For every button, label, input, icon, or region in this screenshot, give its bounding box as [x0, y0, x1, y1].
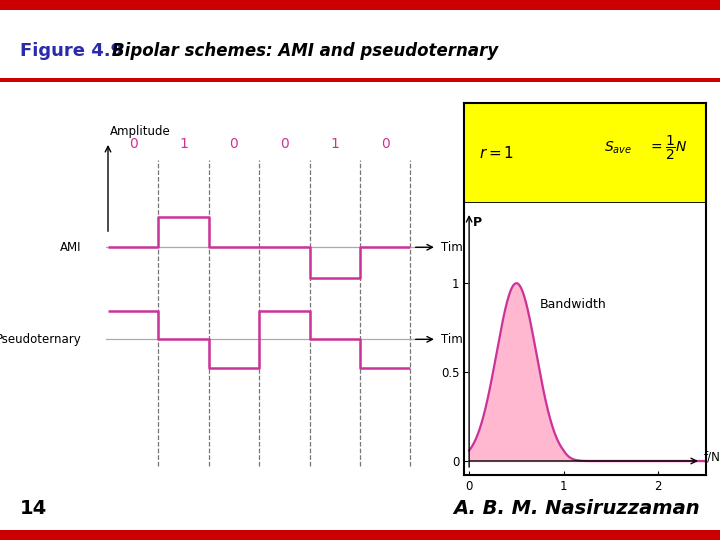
- Text: 0: 0: [129, 137, 138, 151]
- Text: $= \dfrac{1}{2}N$: $= \dfrac{1}{2}N$: [648, 134, 688, 162]
- Text: Bandwidth: Bandwidth: [540, 298, 607, 311]
- Text: Time: Time: [441, 333, 469, 346]
- Text: Time: Time: [441, 241, 469, 254]
- Text: P: P: [473, 215, 482, 228]
- Text: 1: 1: [179, 137, 188, 151]
- Text: Amplitude: Amplitude: [110, 125, 171, 138]
- Text: 14: 14: [20, 499, 48, 518]
- Text: f/N: f/N: [703, 451, 720, 464]
- Text: AMI: AMI: [60, 241, 81, 254]
- Text: 0: 0: [280, 137, 289, 151]
- Text: $r = 1$: $r = 1$: [479, 145, 514, 161]
- Text: Pseudoternary: Pseudoternary: [0, 333, 81, 346]
- Text: Figure 4.9: Figure 4.9: [20, 42, 123, 60]
- Text: $S_{ave}$: $S_{ave}$: [604, 140, 632, 156]
- Text: 1: 1: [330, 137, 339, 151]
- Text: 0: 0: [381, 137, 390, 151]
- Text: Bipolar schemes: AMI and pseudoternary: Bipolar schemes: AMI and pseudoternary: [112, 42, 498, 60]
- Text: A. B. M. Nasiruzzaman: A. B. M. Nasiruzzaman: [453, 499, 700, 518]
- Text: 0: 0: [230, 137, 238, 151]
